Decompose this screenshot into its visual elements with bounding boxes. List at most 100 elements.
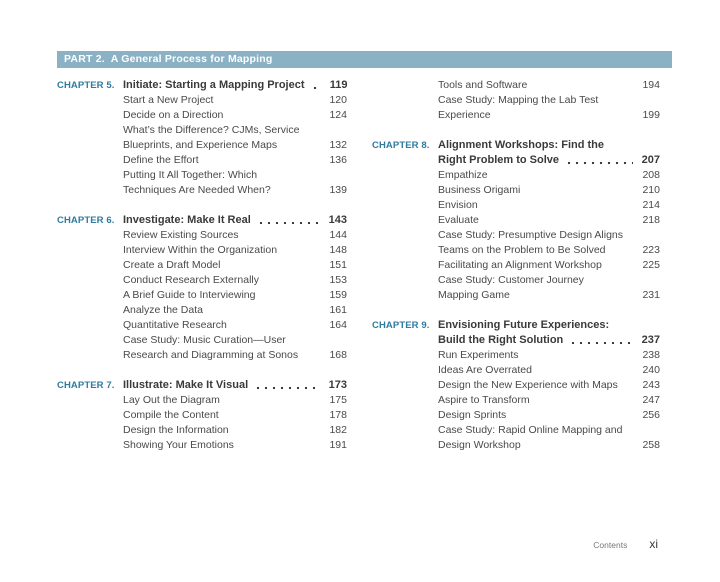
toc-item: Evaluate 218 <box>438 213 660 228</box>
toc-item-last-line: Ideas Are Overrated 240 <box>438 363 660 378</box>
toc-item-last-line: Envision 214 <box>438 198 660 213</box>
chapter-continuation-block: Tools and Software 194 Case Study: Mapping… <box>372 78 660 123</box>
toc-item-last-line: Design Sprints 256 <box>438 408 660 423</box>
toc-item-last-line: Create a Draft Model 151 <box>123 258 347 273</box>
toc-item-list: Tools and Software 194 Case Study: Mapping… <box>438 78 660 123</box>
toc-item-title: Define the Effort <box>123 154 199 166</box>
toc-item-page-number: 240 <box>642 364 660 376</box>
toc-item: Tools and Software 194 <box>438 78 660 93</box>
toc-item-title: Putting It All Together: Which <box>123 169 258 181</box>
toc-item: Design the New Experience with Maps 243 <box>438 378 660 393</box>
toc-item-title: Analyze the Data <box>123 304 203 316</box>
chapter-title: Envisioning Future Experiences: Build the… <box>438 318 660 348</box>
chapter-title-text: Initiate: Starting a Mapping Project <box>123 79 305 91</box>
toc-item: Case Study: Presumptive Design Aligns Tea… <box>438 228 660 258</box>
toc-item-spacer <box>520 183 638 198</box>
chapter-title-text: Envisioning Future Experiences: <box>438 319 610 331</box>
toc-item: Compile the Content 178 <box>123 408 347 423</box>
chapter-title: Initiate: Starting a Mapping Project 119 <box>123 78 348 93</box>
toc-item-spacer <box>530 393 638 408</box>
toc-item-last-line: Showing Your Emotions 191 <box>123 438 347 453</box>
toc-item-spacer <box>602 258 638 273</box>
toc-item: Analyze the Data 161 <box>123 303 347 318</box>
chapter-title-line: Investigate: Make It Real 143 <box>123 213 347 228</box>
toc-item-last-line: Quantitative Research 164 <box>123 318 347 333</box>
toc-item: Envision 214 <box>438 198 660 213</box>
toc-item-title: Techniques Are Needed When? <box>123 184 271 196</box>
toc-item-last-line: Define the Effort 136 <box>123 153 347 168</box>
toc-item-list: Empathize 208 Business Origami 210 Envision 2… <box>438 168 660 303</box>
toc-item-page-number: 168 <box>329 349 347 361</box>
toc-item-page-number: 191 <box>329 439 347 451</box>
toc-item-spacer <box>478 198 638 213</box>
toc-item-last-line: Mapping Game 231 <box>438 288 660 303</box>
toc-item-last-line: Evaluate 218 <box>438 213 660 228</box>
chapter-title-line: Build the Right Solution 237 <box>438 333 660 348</box>
toc-item-spacer <box>227 318 325 333</box>
toc-item-spacer <box>203 303 325 318</box>
chapter-heading: CHAPTER 5. Initiate: Starting a Mapping P… <box>57 78 348 93</box>
toc-item: Start a New Project 120 <box>123 93 347 108</box>
toc-item-spacer <box>259 273 325 288</box>
toc-item-spacer <box>271 183 325 198</box>
toc-item-title: Envision <box>438 199 478 211</box>
chapter-title: Alignment Workshops: Find the Right Probl… <box>438 138 660 168</box>
toc-item: Design the Information 182 <box>123 423 347 438</box>
toc-item: Conduct Research Externally 153 <box>123 273 347 288</box>
toc-item-spacer <box>277 138 325 153</box>
toc-item-last-line: Lay Out the Diagram 175 <box>123 393 347 408</box>
toc-item-last-line: Facilitating an Alignment Workshop 225 <box>438 258 660 273</box>
toc-item-title: Research and Diagramming at Sonos <box>123 349 299 361</box>
dot-leader <box>565 161 633 165</box>
toc-item-title: Design the New Experience with Maps <box>438 379 618 391</box>
toc-item-page-number: 225 <box>642 259 660 271</box>
toc-item-title: Decide on a Direction <box>123 109 224 121</box>
part-header-bar: PART 2. A General Process for Mapping <box>57 51 672 68</box>
toc-item-page-number: 182 <box>329 424 347 436</box>
toc-item: Lay Out the Diagram 175 <box>123 393 347 408</box>
toc-item-spacer <box>219 408 325 423</box>
toc-item-last-line: Research and Diagramming at Sonos 168 <box>123 348 347 363</box>
toc-item-page-number: 218 <box>642 214 660 226</box>
dot-leader <box>569 341 633 345</box>
chapter-title: Investigate: Make It Real 143 <box>123 213 347 228</box>
toc-item: Showing Your Emotions 191 <box>123 438 347 453</box>
chapter-title-line: Illustrate: Make It Visual 173 <box>123 378 347 393</box>
toc-item-list: Start a New Project 120 Decide on a Direct… <box>123 93 347 198</box>
toc-item-spacer <box>213 93 325 108</box>
toc-item-page-number: 223 <box>642 244 660 256</box>
toc-item-last-line: Design the Information 182 <box>123 423 347 438</box>
chapter-title-text: Illustrate: Make It Visual <box>123 379 249 391</box>
toc-item-last-line: A Brief Guide to Interviewing 159 <box>123 288 347 303</box>
toc-item: Design Sprints 256 <box>438 408 660 423</box>
toc-item: Case Study: Customer Journey Mapping Game… <box>438 273 660 303</box>
toc-item-page-number: 243 <box>642 379 660 391</box>
toc-item-page-number: 151 <box>329 259 347 271</box>
toc-item-title: Experience <box>438 109 491 121</box>
chapter-label: CHAPTER 5. <box>57 80 115 91</box>
toc-item-last-line: Experience 199 <box>438 108 660 123</box>
toc-item-page-number: 214 <box>642 199 660 211</box>
toc-item-last-line: Design the New Experience with Maps 243 <box>438 378 660 393</box>
toc-item-page-number: 136 <box>329 154 347 166</box>
toc-item-list: Review Existing Sources 144 Interview With… <box>123 228 347 363</box>
toc-item-last-line: Decide on a Direction 124 <box>123 108 347 123</box>
toc-item-page-number: 139 <box>329 184 347 196</box>
toc-item-spacer <box>239 228 325 243</box>
toc-item-spacer <box>618 378 638 393</box>
toc-item-spacer <box>256 288 326 303</box>
toc-item-last-line: Conduct Research Externally 153 <box>123 273 347 288</box>
chapter-heading: CHAPTER 8. Alignment Workshops: Find the R… <box>372 138 660 168</box>
chapter-block: CHAPTER 5. Initiate: Starting a Mapping P… <box>57 78 348 198</box>
toc-item-list: Run Experiments 238 Ideas Are Overrated 240… <box>438 348 660 453</box>
toc-item-title: Mapping Game <box>438 289 510 301</box>
toc-item: Case Study: Rapid Online Mapping and Desi… <box>438 423 660 453</box>
toc-item: What’s the Difference? CJMs, Service Blue… <box>123 123 347 153</box>
toc-item-title: Conduct Research Externally <box>123 274 259 286</box>
toc-item-spacer <box>479 213 638 228</box>
toc-item-last-line: Start a New Project 120 <box>123 93 347 108</box>
toc-item-last-line: Review Existing Sources 144 <box>123 228 347 243</box>
toc-item-page-number: 231 <box>642 289 660 301</box>
toc-item: Run Experiments 238 <box>438 348 660 363</box>
toc-item-title: Tools and Software <box>438 79 528 91</box>
